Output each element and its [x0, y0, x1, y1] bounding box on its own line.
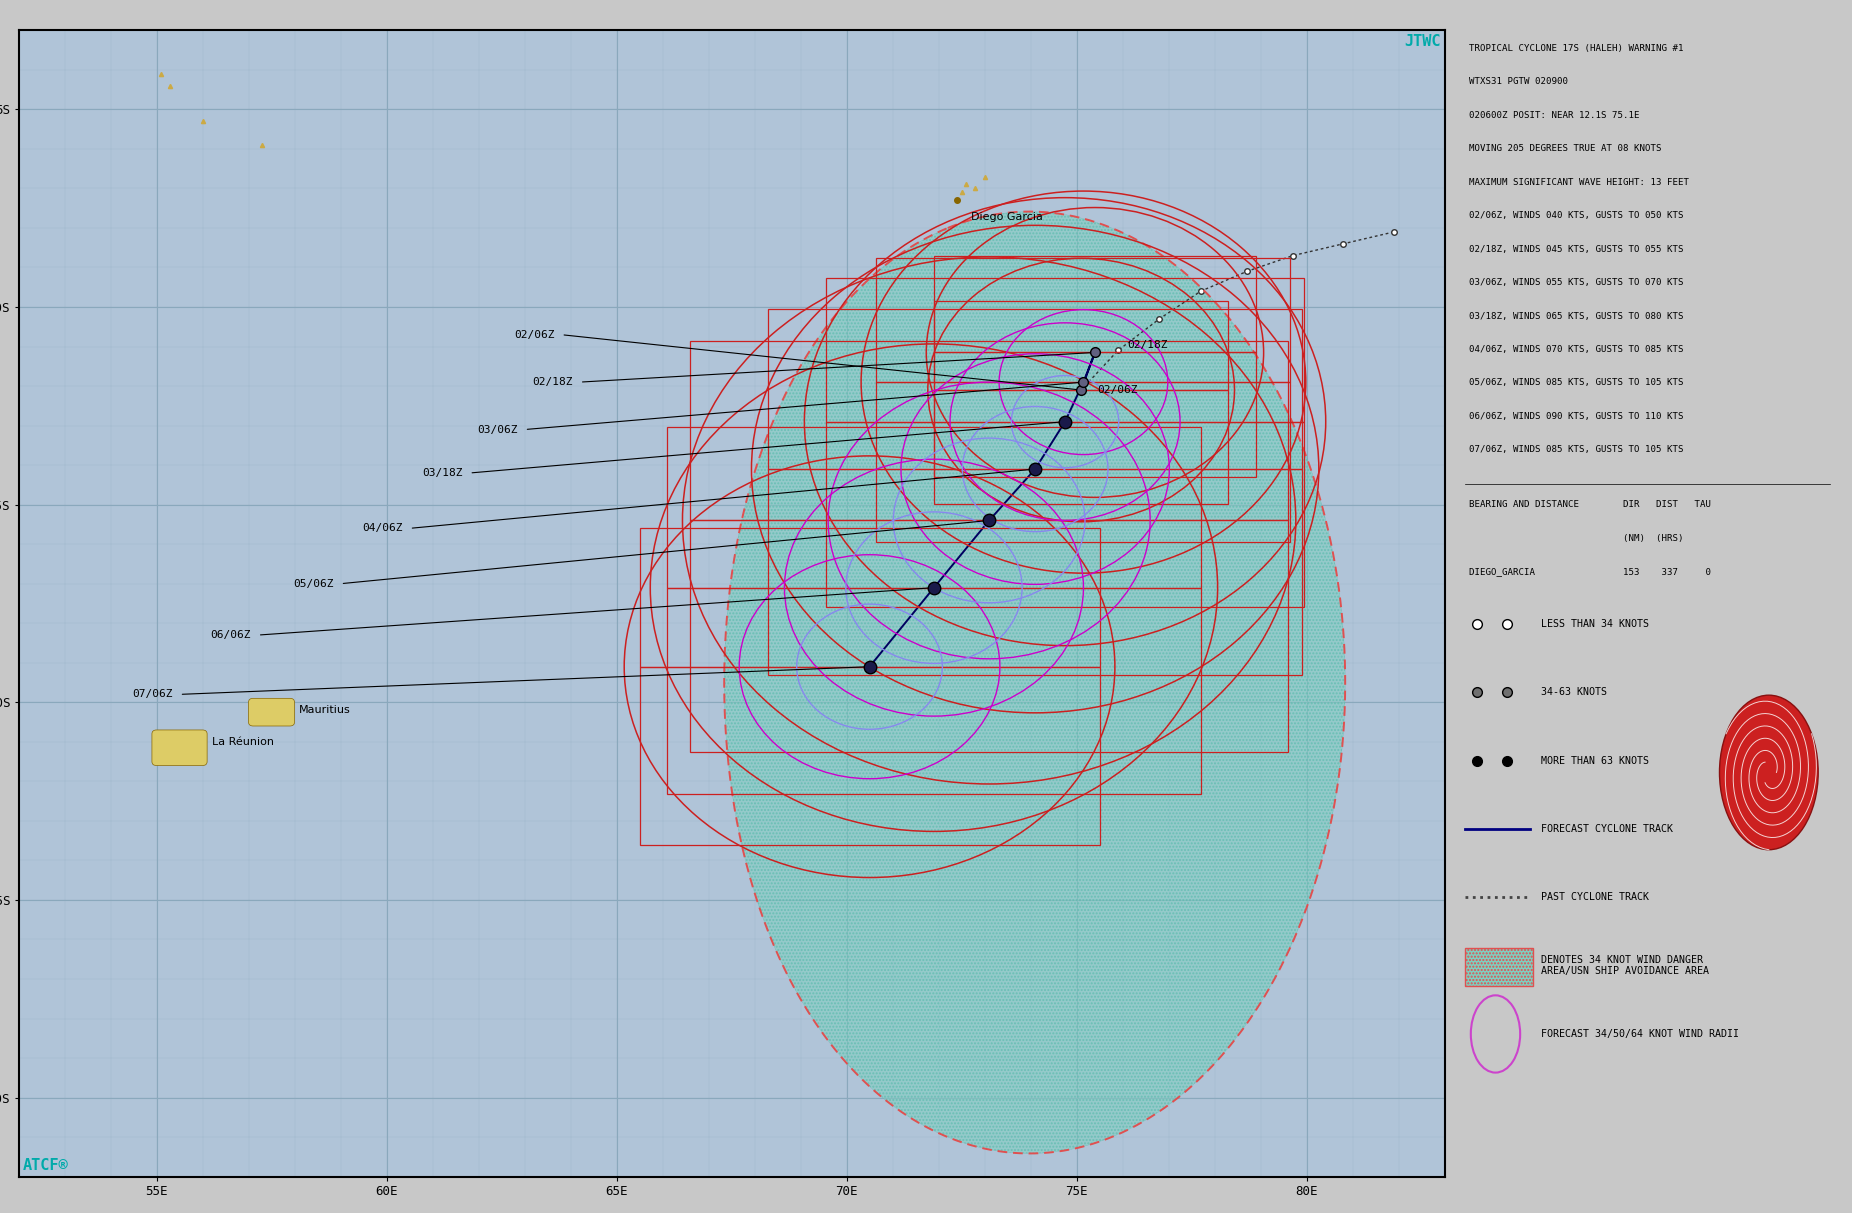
Text: 02/18Z, WINDS 045 KTS, GUSTS TO 055 KTS: 02/18Z, WINDS 045 KTS, GUSTS TO 055 KTS [1469, 245, 1683, 254]
Text: MAXIMUM SIGNIFICANT WAVE HEIGHT: 13 FEET: MAXIMUM SIGNIFICANT WAVE HEIGHT: 13 FEET [1469, 177, 1689, 187]
Bar [769, 469, 1302, 676]
Bar [691, 520, 1289, 752]
Bar [933, 353, 1256, 477]
Text: 06/06Z: 06/06Z [211, 630, 250, 640]
FancyBboxPatch shape [248, 699, 294, 727]
Text: La Réunion: La Réunion [211, 736, 274, 747]
Text: 07/06Z, WINDS 085 KTS, GUSTS TO 105 KTS: 07/06Z, WINDS 085 KTS, GUSTS TO 105 KTS [1469, 445, 1683, 455]
Bar [933, 391, 1228, 503]
Text: 03/18Z: 03/18Z [422, 468, 463, 478]
Text: WARNING CTR: WARNING CTR [1746, 764, 1793, 769]
Text: ATCF®: ATCF® [22, 1158, 69, 1173]
Text: JTWC: JTWC [1404, 34, 1441, 49]
Text: Mauritius: Mauritius [300, 705, 350, 716]
Text: WTXS31 PGTW 020900: WTXS31 PGTW 020900 [1469, 78, 1569, 86]
Text: 03/06Z, WINDS 055 KTS, GUSTS TO 070 KTS: 03/06Z, WINDS 055 KTS, GUSTS TO 070 KTS [1469, 278, 1683, 287]
Text: 02/06Z, WINDS 040 KTS, GUSTS TO 050 KTS: 02/06Z, WINDS 040 KTS, GUSTS TO 050 KTS [1469, 211, 1683, 220]
Text: 04/06Z, WINDS 070 KTS, GUSTS TO 085 KTS: 04/06Z, WINDS 070 KTS, GUSTS TO 085 KTS [1469, 344, 1683, 354]
Text: 03/18Z, WINDS 065 KTS, GUSTS TO 080 KTS: 03/18Z, WINDS 065 KTS, GUSTS TO 080 KTS [1469, 312, 1683, 320]
Bar [826, 422, 1304, 606]
Text: 04/06Z: 04/06Z [363, 523, 402, 534]
Text: LESS THAN 34 KNOTS: LESS THAN 34 KNOTS [1541, 619, 1648, 628]
Text: 02/06Z: 02/06Z [1096, 385, 1137, 395]
Bar [691, 341, 1289, 520]
Text: FORECAST 34/50/64 KNOT WIND RADII: FORECAST 34/50/64 KNOT WIND RADII [1541, 1029, 1739, 1040]
Bar [639, 529, 1100, 667]
Text: (NM)  (HRS): (NM) (HRS) [1469, 534, 1683, 543]
Text: 020600Z POSIT: NEAR 12.1S 75.1E: 020600Z POSIT: NEAR 12.1S 75.1E [1469, 110, 1639, 120]
Bar [933, 302, 1228, 391]
FancyBboxPatch shape [152, 730, 207, 765]
Bar [667, 427, 1200, 587]
Text: HAWAII: HAWAII [1759, 814, 1778, 820]
Text: 34-63 KNOTS: 34-63 KNOTS [1541, 688, 1608, 697]
Bar [933, 256, 1256, 353]
Text: 05/06Z, WINDS 085 KTS, GUSTS TO 105 KTS: 05/06Z, WINDS 085 KTS, GUSTS TO 105 KTS [1469, 378, 1683, 387]
Text: 02/18Z: 02/18Z [1128, 341, 1167, 351]
Bar [826, 278, 1304, 422]
PathPatch shape [724, 211, 1345, 1154]
Text: 07/06Z: 07/06Z [131, 689, 172, 700]
Text: DENOTES 34 KNOT WIND DANGER
AREA/USN SHIP AVOIDANCE AREA: DENOTES 34 KNOT WIND DANGER AREA/USN SHI… [1541, 955, 1709, 976]
Bar [769, 308, 1302, 469]
Circle shape [1719, 695, 1819, 849]
Text: 02/06Z: 02/06Z [515, 330, 554, 340]
Text: PEARL HARBOR: PEARL HARBOR [1748, 793, 1789, 798]
Text: JOINT TYPHOON: JOINT TYPHOON [1743, 744, 1795, 748]
Text: 02/18Z: 02/18Z [532, 377, 572, 387]
Text: TROPICAL CYCLONE 17S (HALEH) WARNING #1: TROPICAL CYCLONE 17S (HALEH) WARNING #1 [1469, 44, 1683, 53]
Text: Diego Garcia: Diego Garcia [970, 212, 1043, 222]
Text: 06/06Z, WINDS 090 KTS, GUSTS TO 110 KTS: 06/06Z, WINDS 090 KTS, GUSTS TO 110 KTS [1469, 412, 1683, 421]
Text: MOVING 205 DEGREES TRUE AT 08 KNOTS: MOVING 205 DEGREES TRUE AT 08 KNOTS [1469, 144, 1661, 153]
Bar [1465, 947, 1533, 986]
Text: BEARING AND DISTANCE        DIR   DIST   TAU: BEARING AND DISTANCE DIR DIST TAU [1469, 501, 1711, 509]
Bar [639, 667, 1100, 844]
Bar [876, 382, 1291, 542]
Text: FORECAST CYCLONE TRACK: FORECAST CYCLONE TRACK [1541, 824, 1672, 833]
Bar [876, 257, 1291, 382]
Text: PAST CYCLONE TRACK: PAST CYCLONE TRACK [1541, 893, 1648, 902]
Text: DIEGO_GARCIA                153    337     0: DIEGO_GARCIA 153 337 0 [1469, 568, 1711, 576]
Text: 05/06Z: 05/06Z [293, 579, 333, 588]
Bar [667, 587, 1200, 795]
Text: MORE THAN 63 KNOTS: MORE THAN 63 KNOTS [1541, 756, 1648, 765]
Text: 03/06Z: 03/06Z [478, 425, 519, 434]
